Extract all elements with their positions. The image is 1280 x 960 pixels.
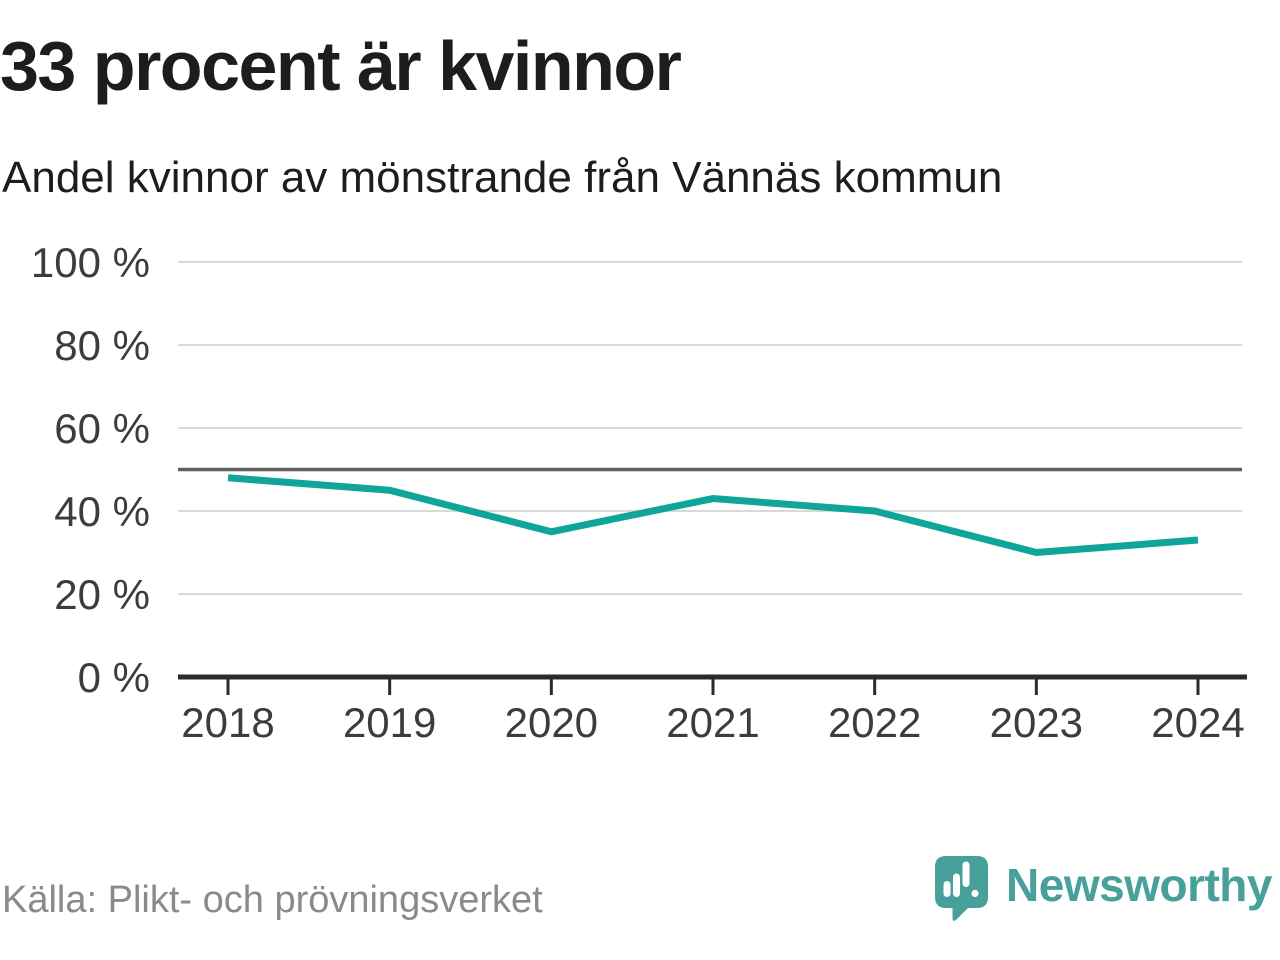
x-tick-label: 2020	[505, 699, 598, 746]
x-tick-label: 2019	[343, 699, 436, 746]
y-tick-label: 0 %	[78, 654, 150, 701]
x-tick-label: 2023	[990, 699, 1083, 746]
x-tick-label: 2021	[666, 699, 759, 746]
line-chart: 0 % 20 % 40 % 60 % 80 % 100 % 2018 2019 2020 2021…	[0, 240, 1280, 760]
bar-small	[943, 880, 951, 897]
line-chart-canvas: 0 % 20 % 40 % 60 % 80 % 100 % 2018 2019 2020 2021…	[31, 240, 1247, 746]
bar-medium	[953, 873, 961, 897]
x-tick-label: 2024	[1151, 699, 1244, 746]
exclamation-dot	[971, 889, 979, 897]
newsworthy-logo-text: Newsworthy	[1006, 859, 1272, 911]
newsworthy-logo: Newsworthy	[935, 855, 1272, 922]
series-line	[227, 474, 1199, 557]
y-tick-label: 100 %	[31, 240, 150, 286]
newsworthy-logo-icon	[935, 855, 989, 921]
exclamation-stem	[962, 861, 970, 887]
source-note: Källa: Plikt- och prövningsverket	[2, 879, 543, 921]
x-tick-label: 2022	[828, 699, 921, 746]
speech-bubble-shape	[935, 855, 989, 921]
chart-subtitle: Andel kvinnor av mönstrande från Vännäs …	[2, 153, 1003, 202]
chart-title: 33 procent är kvinnor	[0, 27, 682, 105]
y-tick-label: 20 %	[54, 571, 150, 618]
x-tick-label: 2018	[181, 699, 274, 746]
y-tick-label: 60 %	[54, 405, 150, 452]
y-tick-label: 80 %	[54, 322, 150, 369]
y-tick-label: 40 %	[54, 488, 150, 535]
